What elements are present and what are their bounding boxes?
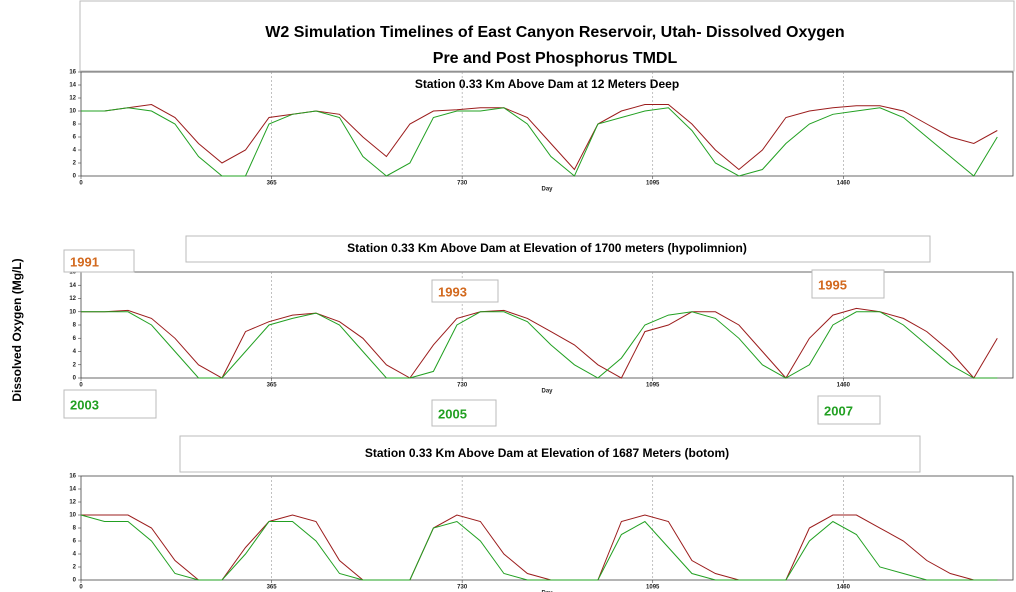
annotation-box <box>63 249 135 273</box>
x-tick-label: 1095 <box>646 585 660 591</box>
y-tick-label: 8 <box>73 122 77 128</box>
y-tick-label: 0 <box>73 578 77 584</box>
y-tick-label: 2 <box>73 161 77 167</box>
series-line <box>81 514 998 581</box>
series-line <box>81 107 998 177</box>
title-box <box>79 0 1015 72</box>
x-tick-label: 1095 <box>646 383 660 389</box>
panel-title-box <box>185 235 931 263</box>
panel-title: Station 0.33 Km Above Dam at Elevation o… <box>347 241 747 255</box>
panel-title: Station 0.33 Km Above Dam at Elevation o… <box>365 446 729 460</box>
x-tick-label: 365 <box>267 585 278 591</box>
y-axis-label: Dissolved Oxygen (Mg/L) <box>10 258 24 401</box>
y-tick-label: 6 <box>73 336 77 342</box>
annotation-box <box>431 279 499 303</box>
x-tick-label: 1095 <box>646 181 660 187</box>
y-tick-label: 8 <box>73 526 77 532</box>
x-tick-label: 1460 <box>837 585 851 591</box>
annotation: 1991 <box>70 254 99 269</box>
y-tick-label: 14 <box>69 83 76 89</box>
x-tick-label: 0 <box>79 383 83 389</box>
y-tick-label: 6 <box>73 135 77 141</box>
x-tick-label: 0 <box>79 181 83 187</box>
x-tick-label: 1460 <box>837 383 851 389</box>
chart-subtitle: Pre and Post Phosphorus TMDL <box>433 50 678 67</box>
y-tick-label: 12 <box>69 96 76 102</box>
panel-title-box <box>179 435 921 473</box>
annotation: 2007 <box>824 403 853 418</box>
x-tick-label: 365 <box>267 383 278 389</box>
series-line <box>80 514 998 581</box>
annotation: 1993 <box>438 284 467 299</box>
y-tick-label: 2 <box>73 362 77 368</box>
x-axis-label: Day <box>541 187 553 193</box>
x-axis-label: Day <box>541 389 553 395</box>
chart-title: W2 Simulation Timelines of East Canyon R… <box>265 24 844 41</box>
y-tick-label: 0 <box>73 376 77 382</box>
y-tick-label: 16 <box>69 474 76 480</box>
x-axis-label: Day <box>541 591 553 592</box>
y-tick-label: 0 <box>73 174 77 180</box>
x-tick-label: 730 <box>457 181 468 187</box>
y-tick-label: 14 <box>69 487 76 493</box>
y-tick-label: 10 <box>69 309 76 315</box>
annotation-box <box>63 389 157 419</box>
annotation: 1995 <box>818 277 847 292</box>
y-tick-label: 10 <box>69 513 76 519</box>
y-tick-label: 14 <box>69 283 76 289</box>
y-tick-label: 16 <box>69 270 76 276</box>
y-tick-label: 12 <box>69 296 76 302</box>
x-tick-label: 0 <box>79 585 83 591</box>
series-line <box>81 307 998 379</box>
y-tick-label: 4 <box>73 349 77 355</box>
y-tick-label: 6 <box>73 539 77 545</box>
series-line <box>81 103 998 171</box>
y-tick-label: 4 <box>73 552 77 558</box>
x-tick-label: 365 <box>267 181 278 187</box>
panel-title: Station 0.33 Km Above Dam at 12 Meters D… <box>415 77 679 91</box>
series-line <box>81 311 998 379</box>
x-tick-label: 730 <box>457 383 468 389</box>
y-tick-label: 8 <box>73 323 77 329</box>
annotation-box <box>811 269 885 299</box>
y-tick-label: 4 <box>73 148 77 154</box>
y-tick-label: 16 <box>69 70 76 76</box>
annotation: 2005 <box>438 406 467 421</box>
plot-area <box>80 71 1014 177</box>
annotation-box <box>431 399 497 427</box>
x-tick-label: 730 <box>457 585 468 591</box>
annotation: 2003 <box>70 397 99 412</box>
x-tick-label: 1460 <box>837 181 851 187</box>
y-tick-label: 2 <box>73 565 77 571</box>
annotation-box <box>817 395 881 425</box>
plot-area <box>80 475 1014 581</box>
y-tick-label: 10 <box>69 109 76 115</box>
y-tick-label: 12 <box>69 500 76 506</box>
